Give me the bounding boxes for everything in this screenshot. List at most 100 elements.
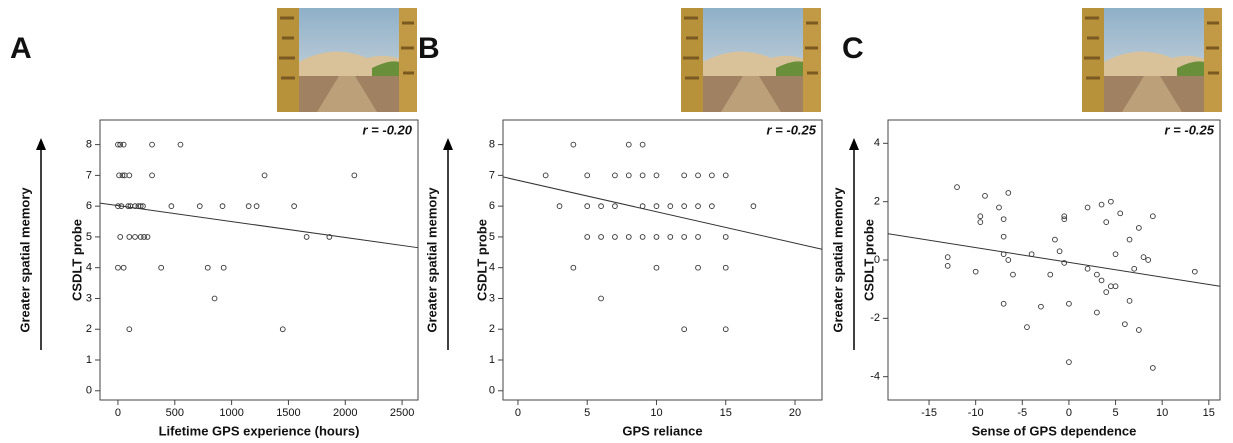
x-tick-label: -5 [1017,407,1027,419]
point [253,203,260,210]
x-tick-label: 10 [650,407,662,419]
point [1108,283,1114,290]
y-outer-label: Greater spatial memory [830,187,845,333]
point [722,172,729,179]
x-tick-label: 0 [1066,407,1072,419]
y-tick-label: 3 [86,292,92,304]
panel-letter: B [418,32,440,65]
point [140,203,146,210]
point [612,203,618,210]
point [625,141,632,148]
point [570,264,577,271]
point [556,203,563,210]
point [612,172,618,179]
fit-line [99,202,419,249]
y-axis-label: CSDLT probe [861,219,876,301]
x-tick-label: 2500 [390,407,414,419]
point [1024,324,1030,330]
y-tick-label: 1 [489,354,495,366]
y-tick-label: 5 [489,231,495,243]
x-tick-label: 20 [789,407,801,419]
point [245,203,252,210]
point [1000,300,1007,307]
y-tick-label: 5 [86,231,92,243]
point [996,204,1002,211]
x-tick-label: 15 [720,407,732,419]
point [681,326,688,333]
point [695,234,701,240]
y-tick-label: 7 [86,169,92,181]
plot-frame [502,119,823,401]
point [144,234,151,240]
point [125,203,132,210]
point [1191,268,1198,275]
fit-line [502,176,823,250]
point [681,172,688,179]
y-outer-label: Greater spatial memory [17,187,32,333]
point [722,234,729,240]
y-tick-label: -2 [870,312,880,324]
panel: -4 -2 0 2 4 -15 -10 -5 0 5 10 15 Cr = -0.25 Sense of … [830,32,1221,438]
y-tick-label: 6 [489,200,495,212]
point [132,234,138,240]
point [1108,198,1114,205]
point [326,234,333,240]
point [196,203,203,210]
y-tick-label: 0 [874,254,880,266]
y-tick-label: -4 [870,371,880,383]
point [120,264,127,271]
point [1136,327,1142,333]
point [1126,236,1133,243]
correlation-annotation: r = -0.20 [362,122,412,137]
y-tick-label: 1 [86,354,92,366]
point [612,234,618,240]
point [709,172,715,179]
point [1112,283,1119,290]
point [126,234,133,240]
point [598,295,604,302]
point [1136,225,1142,231]
x-tick-label: 5 [1112,407,1118,419]
y-tick-label: 7 [489,169,495,181]
point [1131,265,1138,272]
point [667,234,674,240]
point [653,264,660,271]
point [1084,204,1091,211]
correlation-annotation: r = -0.25 [1164,122,1214,137]
stimulus-image [1080,6,1224,114]
point [211,295,218,302]
point [204,264,211,271]
stimulus-image [275,6,419,114]
stimulus-image [679,6,823,114]
point [584,172,591,179]
point [1005,190,1012,196]
y-tick-label: 8 [86,139,92,151]
point [954,184,960,190]
y-tick-label: 0 [489,385,495,397]
point [291,203,297,210]
point [115,141,121,148]
point [120,141,127,148]
point [1000,216,1007,223]
point [1126,297,1133,304]
point [695,264,701,271]
point [115,264,121,271]
point [126,326,133,333]
x-axis-label: Lifetime GPS experience (hours) [159,423,360,438]
point [261,172,268,179]
point [1061,260,1068,266]
point [977,219,984,225]
point [584,234,591,240]
point [141,234,147,240]
y-tick-label: 3 [489,292,495,304]
x-tick-label: -10 [968,407,984,419]
point [1061,216,1068,223]
point [977,213,984,220]
point [1150,365,1156,371]
point [1010,271,1016,278]
point [598,234,604,240]
point [639,172,646,179]
y-tick-label: 2 [489,323,495,335]
